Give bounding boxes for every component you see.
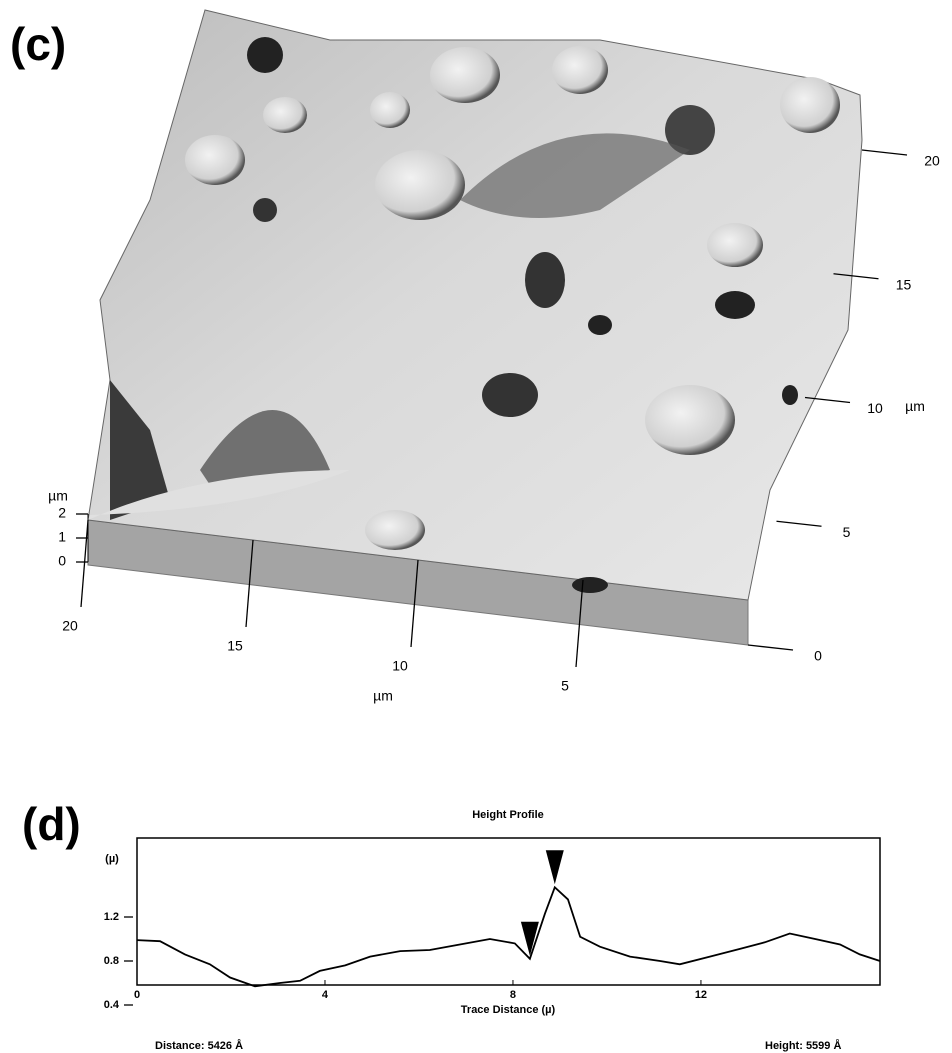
page: (c) (d) Height Profile (µ) Trace Distanc… xyxy=(0,0,952,1053)
y-tick-label: 1.2 xyxy=(104,911,119,923)
y-tick xyxy=(777,521,822,526)
x-tick-label: 12 xyxy=(695,989,707,1001)
x-tick-label: 5 xyxy=(561,678,569,694)
x-tick-label: 10 xyxy=(392,658,408,674)
x-tick-label: 4 xyxy=(322,989,329,1001)
y-tick xyxy=(862,150,907,155)
y-tick-label: 15 xyxy=(896,276,912,292)
annotation: Distance: 5426 Å xyxy=(155,1039,243,1052)
x-unit: µm xyxy=(373,688,393,704)
y-tick-label: 0.4 xyxy=(104,999,120,1011)
y-tick-label: 0 xyxy=(814,648,822,664)
panel-label: (c) xyxy=(10,18,66,70)
x-tick-label: 0 xyxy=(134,989,140,1001)
y-tick xyxy=(748,645,793,650)
cursor-marker xyxy=(546,850,564,884)
plot-frame xyxy=(137,838,880,985)
y-tick-label: 0.8 xyxy=(104,955,119,967)
x-tick xyxy=(81,520,88,607)
z-tick-label: 2 xyxy=(58,505,66,521)
z-tick-label: 1 xyxy=(58,529,66,545)
x-axis-label: Trace Distance (µ) xyxy=(461,1004,556,1016)
figure: (c) (d) Height Profile (µ) Trace Distanc… xyxy=(0,0,952,1053)
z-unit: µm xyxy=(48,488,68,504)
y-tick-label: 10 xyxy=(867,400,883,416)
y-tick-label: 20 xyxy=(924,153,940,169)
chart-title: Height Profile xyxy=(472,809,544,821)
z-tick-label: 0 xyxy=(58,553,66,569)
x-tick-label: 8 xyxy=(510,989,516,1001)
y-tick-label: 5 xyxy=(843,524,851,540)
profile-line xyxy=(137,887,880,986)
y-unit: µm xyxy=(905,398,925,414)
y-axis-label: (µ) xyxy=(105,853,119,865)
panel-label: (d) xyxy=(22,798,81,850)
x-tick-label: 15 xyxy=(227,638,243,654)
x-tick-label: 20 xyxy=(62,618,78,634)
annotation: Height: 5599 Å xyxy=(765,1039,841,1052)
